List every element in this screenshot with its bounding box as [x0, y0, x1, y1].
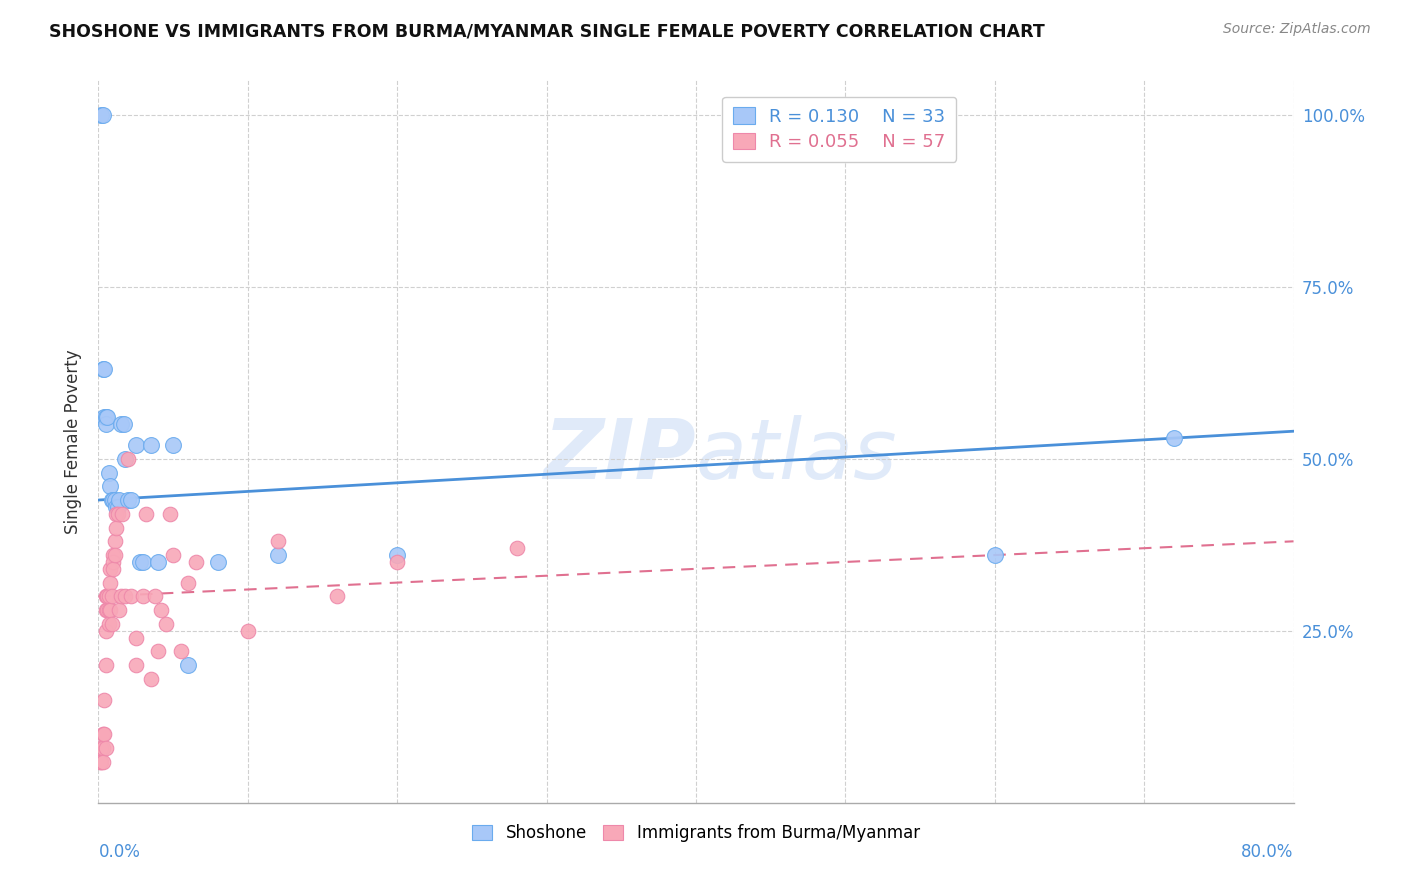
- Shoshone: [112, 417, 135, 432]
- Shoshone: [107, 500, 129, 514]
- Shoshone: [385, 548, 409, 562]
- Immigrants from Burma/Myanmar: [93, 692, 115, 706]
- Immigrants from Burma/Myanmar: [90, 740, 112, 755]
- Immigrants from Burma/Myanmar: [103, 555, 125, 569]
- Immigrants from Burma/Myanmar: [267, 534, 290, 549]
- Shoshone: [91, 362, 114, 376]
- Immigrants from Burma/Myanmar: [159, 507, 181, 521]
- Immigrants from Burma/Myanmar: [120, 590, 142, 604]
- Text: 80.0%: 80.0%: [1241, 843, 1294, 861]
- Immigrants from Burma/Myanmar: [98, 603, 122, 617]
- Immigrants from Burma/Myanmar: [94, 624, 117, 638]
- Immigrants from Burma/Myanmar: [94, 590, 117, 604]
- Shoshone: [108, 493, 131, 508]
- Immigrants from Burma/Myanmar: [107, 507, 129, 521]
- Shoshone: [101, 493, 124, 508]
- Immigrants from Burma/Myanmar: [93, 727, 115, 741]
- Immigrants from Burma/Myanmar: [101, 616, 124, 631]
- Shoshone: [93, 362, 115, 376]
- Immigrants from Burma/Myanmar: [101, 590, 124, 604]
- Immigrants from Burma/Myanmar: [143, 590, 166, 604]
- Immigrants from Burma/Myanmar: [97, 603, 120, 617]
- Shoshone: [139, 438, 162, 452]
- Shoshone: [98, 479, 122, 493]
- Immigrants from Burma/Myanmar: [96, 590, 118, 604]
- Shoshone: [104, 493, 127, 508]
- Immigrants from Burma/Myanmar: [125, 658, 148, 673]
- Immigrants from Burma/Myanmar: [111, 507, 134, 521]
- Immigrants from Burma/Myanmar: [148, 644, 170, 658]
- Immigrants from Burma/Myanmar: [94, 740, 117, 755]
- Immigrants from Burma/Myanmar: [97, 616, 120, 631]
- Immigrants from Burma/Myanmar: [96, 590, 118, 604]
- Immigrants from Burma/Myanmar: [162, 548, 184, 562]
- Shoshone: [148, 555, 170, 569]
- Shoshone: [97, 466, 120, 480]
- Shoshone: [90, 108, 112, 122]
- Shoshone: [1163, 431, 1185, 445]
- Shoshone: [94, 410, 117, 425]
- Immigrants from Burma/Myanmar: [103, 562, 125, 576]
- Immigrants from Burma/Myanmar: [177, 575, 200, 590]
- Immigrants from Burma/Myanmar: [98, 575, 122, 590]
- Legend: Shoshone, Immigrants from Burma/Myanmar: Shoshone, Immigrants from Burma/Myanmar: [465, 817, 927, 848]
- Immigrants from Burma/Myanmar: [135, 507, 157, 521]
- Text: atlas: atlas: [696, 416, 897, 497]
- Y-axis label: Single Female Poverty: Single Female Poverty: [65, 350, 83, 533]
- Shoshone: [132, 555, 155, 569]
- Immigrants from Burma/Myanmar: [104, 548, 127, 562]
- Immigrants from Burma/Myanmar: [91, 740, 114, 755]
- Text: SHOSHONE VS IMMIGRANTS FROM BURMA/MYANMAR SINGLE FEMALE POVERTY CORRELATION CHAR: SHOSHONE VS IMMIGRANTS FROM BURMA/MYANMA…: [49, 22, 1045, 40]
- Shoshone: [267, 548, 290, 562]
- Immigrants from Burma/Myanmar: [506, 541, 529, 556]
- Shoshone: [114, 451, 136, 466]
- Shoshone: [207, 555, 229, 569]
- Shoshone: [129, 555, 152, 569]
- Shoshone: [117, 493, 139, 508]
- Immigrants from Burma/Myanmar: [96, 603, 118, 617]
- Immigrants from Burma/Myanmar: [125, 631, 148, 645]
- Immigrants from Burma/Myanmar: [169, 644, 191, 658]
- Immigrants from Burma/Myanmar: [155, 616, 177, 631]
- Immigrants from Burma/Myanmar: [105, 507, 128, 521]
- Immigrants from Burma/Myanmar: [110, 590, 132, 604]
- Immigrants from Burma/Myanmar: [114, 590, 136, 604]
- Shoshone: [96, 410, 118, 425]
- Text: 0.0%: 0.0%: [98, 843, 141, 861]
- Immigrants from Burma/Myanmar: [103, 548, 125, 562]
- Shoshone: [125, 438, 148, 452]
- Shoshone: [162, 438, 184, 452]
- Immigrants from Burma/Myanmar: [94, 603, 117, 617]
- Immigrants from Burma/Myanmar: [90, 755, 112, 769]
- Shoshone: [91, 108, 114, 122]
- Immigrants from Burma/Myanmar: [385, 555, 409, 569]
- Immigrants from Burma/Myanmar: [326, 590, 349, 604]
- Shoshone: [103, 493, 125, 508]
- Immigrants from Burma/Myanmar: [184, 555, 207, 569]
- Shoshone: [120, 493, 142, 508]
- Text: Source: ZipAtlas.com: Source: ZipAtlas.com: [1223, 22, 1371, 37]
- Shoshone: [105, 500, 128, 514]
- Shoshone: [94, 417, 117, 432]
- Immigrants from Burma/Myanmar: [94, 658, 117, 673]
- Immigrants from Burma/Myanmar: [117, 451, 139, 466]
- Immigrants from Burma/Myanmar: [108, 603, 131, 617]
- Immigrants from Burma/Myanmar: [236, 624, 259, 638]
- Immigrants from Burma/Myanmar: [97, 590, 120, 604]
- Immigrants from Burma/Myanmar: [139, 672, 162, 686]
- Immigrants from Burma/Myanmar: [105, 520, 128, 534]
- Immigrants from Burma/Myanmar: [89, 755, 111, 769]
- Immigrants from Burma/Myanmar: [91, 727, 114, 741]
- Shoshone: [177, 658, 200, 673]
- Immigrants from Burma/Myanmar: [104, 534, 127, 549]
- Text: ZIP: ZIP: [543, 416, 696, 497]
- Shoshone: [110, 417, 132, 432]
- Immigrants from Burma/Myanmar: [150, 603, 173, 617]
- Shoshone: [93, 410, 115, 425]
- Shoshone: [984, 548, 1007, 562]
- Immigrants from Burma/Myanmar: [91, 755, 114, 769]
- Immigrants from Burma/Myanmar: [132, 590, 155, 604]
- Immigrants from Burma/Myanmar: [98, 562, 122, 576]
